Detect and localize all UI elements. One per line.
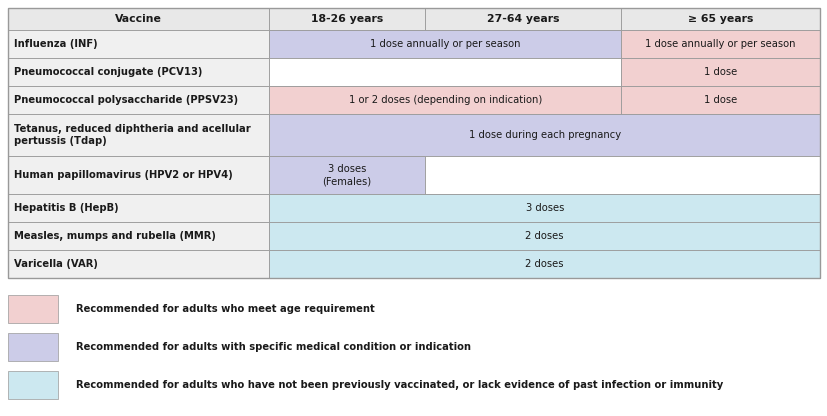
Bar <box>620 58 819 86</box>
Bar <box>8 8 819 278</box>
Bar <box>620 86 819 114</box>
Text: 18-26 years: 18-26 years <box>310 14 383 24</box>
Text: 2 doses: 2 doses <box>525 259 563 269</box>
Bar <box>8 222 269 250</box>
Text: Recommended for adults who have not been previously vaccinated, or lack evidence: Recommended for adults who have not been… <box>76 380 722 390</box>
Text: Varicella (VAR): Varicella (VAR) <box>14 259 98 269</box>
Text: 2 doses: 2 doses <box>525 231 563 241</box>
Bar <box>269 194 819 222</box>
Text: 1 dose during each pregnancy: 1 dose during each pregnancy <box>468 130 620 140</box>
Bar <box>269 58 620 86</box>
Text: Measles, mumps and rubella (MMR): Measles, mumps and rubella (MMR) <box>14 231 216 241</box>
Bar <box>8 156 269 194</box>
Bar <box>8 194 269 222</box>
Text: Tetanus, reduced diphtheria and acellular
pertussis (Tdap): Tetanus, reduced diphtheria and acellula… <box>14 124 251 146</box>
Text: 1 dose annually or per season: 1 dose annually or per season <box>370 39 520 49</box>
Bar <box>8 333 58 361</box>
Text: Pneumococcal polysaccharide (PPSV23): Pneumococcal polysaccharide (PPSV23) <box>14 95 238 105</box>
Bar <box>8 114 269 156</box>
Text: 27-64 years: 27-64 years <box>486 14 558 24</box>
Text: Human papillomavirus (HPV2 or HPV4): Human papillomavirus (HPV2 or HPV4) <box>14 170 232 180</box>
Bar <box>8 295 58 323</box>
Bar <box>8 8 269 30</box>
Bar <box>269 8 424 30</box>
Bar <box>424 8 620 30</box>
Text: 1 dose annually or per season: 1 dose annually or per season <box>644 39 795 49</box>
Text: 1 dose: 1 dose <box>703 67 736 77</box>
Bar <box>269 114 819 156</box>
Bar <box>424 156 819 194</box>
Text: 3 doses
(Females): 3 doses (Females) <box>322 164 371 186</box>
Text: Recommended for adults with specific medical condition or indication: Recommended for adults with specific med… <box>76 342 471 352</box>
Bar <box>620 30 819 58</box>
Bar <box>8 86 269 114</box>
Bar <box>8 371 58 399</box>
Text: 3 doses: 3 doses <box>525 203 563 213</box>
Bar <box>269 30 620 58</box>
Bar <box>8 250 269 278</box>
Text: ≥ 65 years: ≥ 65 years <box>687 14 753 24</box>
Bar <box>8 30 269 58</box>
Text: Vaccine: Vaccine <box>115 14 162 24</box>
Bar <box>269 156 424 194</box>
Text: Hepatitis B (HepB): Hepatitis B (HepB) <box>14 203 118 213</box>
Bar <box>620 8 819 30</box>
Bar <box>269 222 819 250</box>
Bar <box>269 86 620 114</box>
Text: Influenza (INF): Influenza (INF) <box>14 39 98 49</box>
Text: 1 dose: 1 dose <box>703 95 736 105</box>
Bar <box>8 58 269 86</box>
Text: Recommended for adults who meet age requirement: Recommended for adults who meet age requ… <box>76 304 375 314</box>
Bar <box>269 250 819 278</box>
Text: Pneumococcal conjugate (PCV13): Pneumococcal conjugate (PCV13) <box>14 67 202 77</box>
Text: 1 or 2 doses (depending on indication): 1 or 2 doses (depending on indication) <box>348 95 541 105</box>
